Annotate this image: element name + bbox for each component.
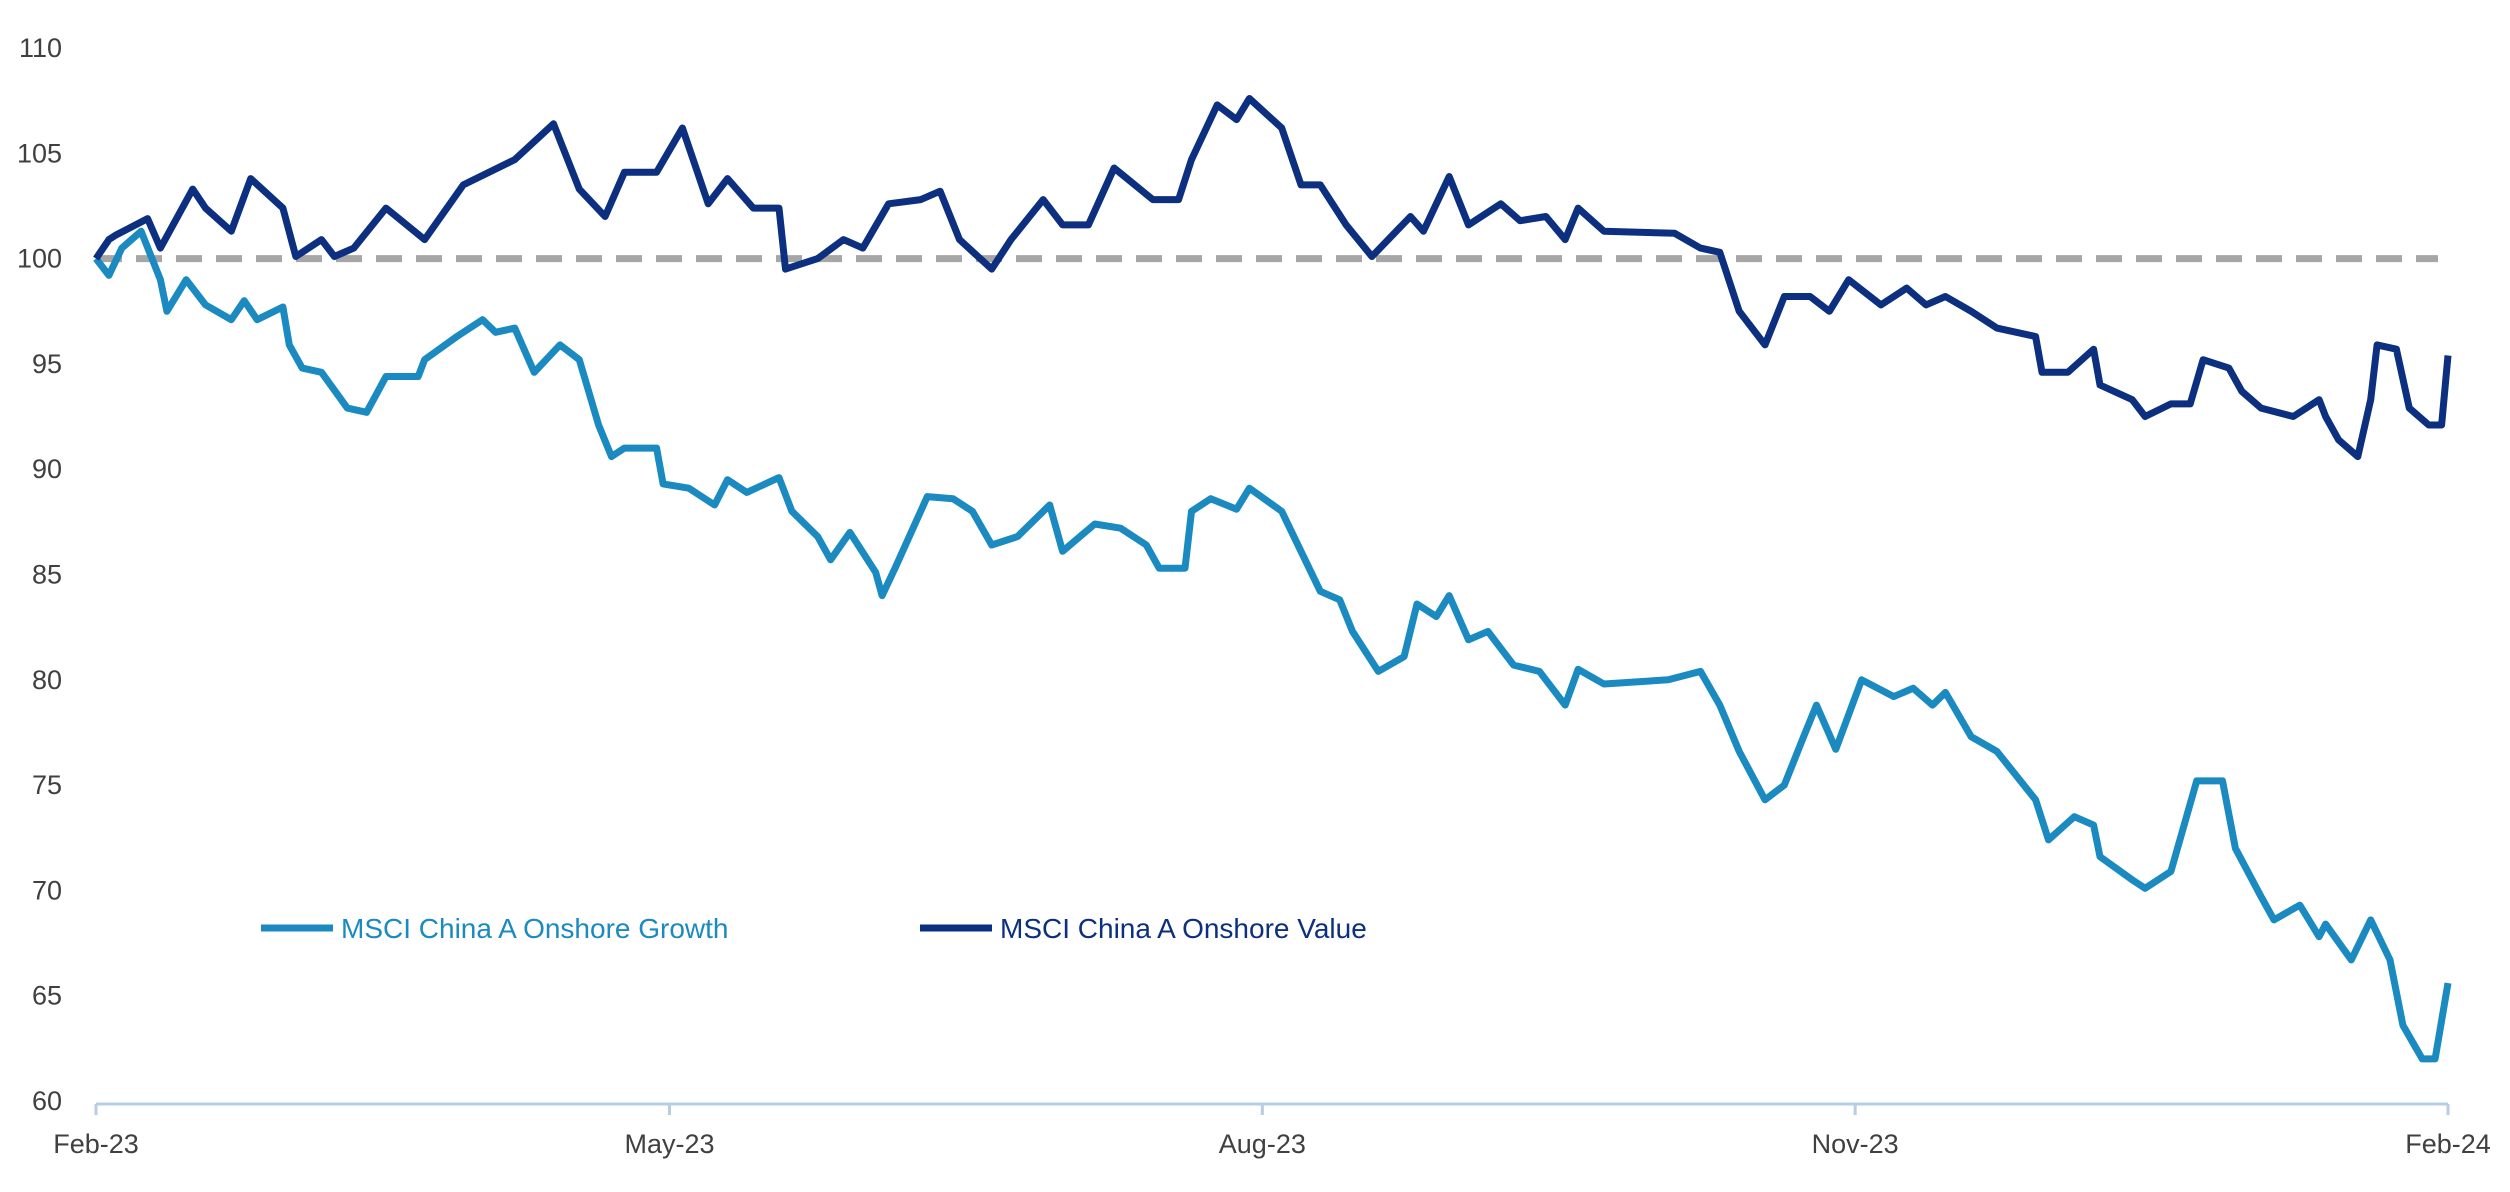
y-tick-label: 95 xyxy=(32,349,62,379)
y-axis: 60 65 70 75 80 85 90 95 100 105 110 xyxy=(17,33,62,1116)
legend: MSCI China A Onshore Growth MSCI China A… xyxy=(261,913,1367,944)
series-line-growth xyxy=(93,227,2452,1063)
y-tick-label: 80 xyxy=(32,665,62,695)
y-tick-label: 60 xyxy=(32,1086,62,1116)
x-axis: Feb-23 May-23 Aug-23 Nov-23 Feb-24 xyxy=(53,1102,2491,1159)
legend-item-value: MSCI China A Onshore Value xyxy=(920,913,1367,944)
x-tick-label: May-23 xyxy=(624,1129,714,1159)
legend-label-value: MSCI China A Onshore Value xyxy=(1000,913,1367,944)
legend-item-growth: MSCI China A Onshore Growth xyxy=(261,913,729,944)
y-tick-label: 90 xyxy=(32,454,62,484)
y-tick-label: 75 xyxy=(32,770,62,800)
y-tick-label: 70 xyxy=(32,875,62,905)
y-tick-label: 100 xyxy=(17,244,62,274)
x-tick-label: Feb-24 xyxy=(2405,1129,2491,1159)
y-tick-label: 110 xyxy=(19,33,62,63)
series-group xyxy=(93,95,2452,1063)
x-tick-label: Feb-23 xyxy=(53,1129,139,1159)
x-tick-label: Aug-23 xyxy=(1219,1129,1306,1159)
y-tick-label: 65 xyxy=(32,981,62,1011)
y-tick-label: 105 xyxy=(17,138,62,168)
x-tick-label: Nov-23 xyxy=(1812,1129,1899,1159)
y-tick-label: 85 xyxy=(32,560,62,590)
legend-label-growth: MSCI China A Onshore Growth xyxy=(341,913,729,944)
series-line-value xyxy=(93,95,2452,461)
